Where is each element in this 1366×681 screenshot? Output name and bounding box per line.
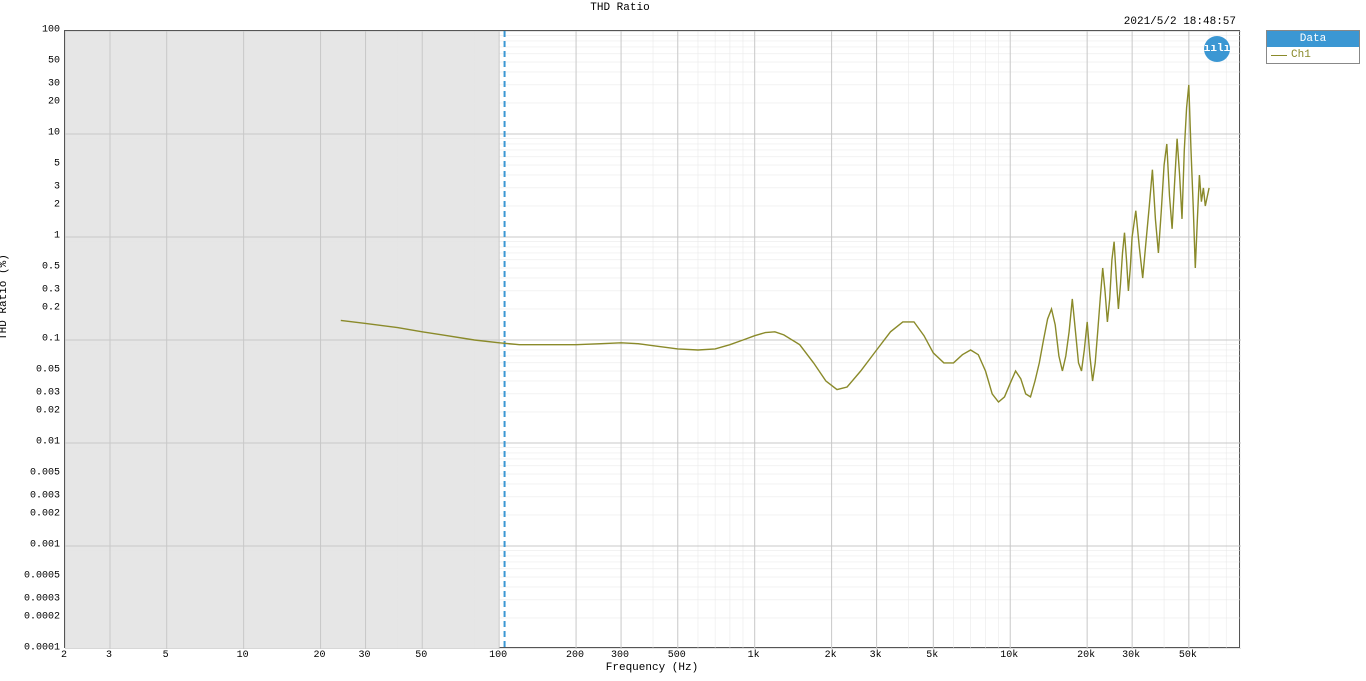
- y-tick: 0.002: [30, 508, 60, 519]
- y-tick: 0.0001: [24, 643, 60, 654]
- y-tick: 0.003: [30, 490, 60, 501]
- y-tick: 0.1: [42, 334, 60, 345]
- y-axis-label: THD Ratio (%): [0, 254, 10, 340]
- x-tick: 1k: [748, 650, 760, 661]
- y-tick: 0.03: [36, 387, 60, 398]
- x-tick: 50: [415, 650, 427, 661]
- x-tick: 3: [106, 650, 112, 661]
- x-tick: 300: [611, 650, 629, 661]
- y-tick: 1: [54, 231, 60, 242]
- chart-title: THD Ratio: [0, 2, 1240, 14]
- y-tick: 50: [48, 56, 60, 67]
- x-axis-label: Frequency (Hz): [64, 662, 1240, 674]
- y-tick: 0.005: [30, 468, 60, 479]
- x-tick: 5k: [926, 650, 938, 661]
- x-tick: 20: [314, 650, 326, 661]
- chart-container: THD Ratio 2021/5/2 18:48:57 THD Ratio (%…: [0, 0, 1366, 681]
- y-tick: 0.2: [42, 302, 60, 313]
- x-tick: 500: [668, 650, 686, 661]
- x-tick: 3k: [870, 650, 882, 661]
- y-tick: 20: [48, 96, 60, 107]
- x-tick: 30: [359, 650, 371, 661]
- x-tick: 5: [163, 650, 169, 661]
- y-tick: 0.02: [36, 405, 60, 416]
- y-tick: 10: [48, 128, 60, 139]
- y-tick: 0.0003: [24, 593, 60, 604]
- y-tick: 30: [48, 78, 60, 89]
- legend-swatch: [1271, 55, 1287, 56]
- legend-label: Ch1: [1291, 49, 1311, 61]
- watermark-icon: ıılı: [1204, 36, 1230, 62]
- y-tick: 0.5: [42, 262, 60, 273]
- legend-header: Data: [1267, 31, 1359, 47]
- y-tick: 2: [54, 199, 60, 210]
- legend-item[interactable]: Ch1: [1267, 47, 1359, 63]
- watermark-text: ıılı: [1204, 43, 1230, 55]
- x-tick: 2k: [825, 650, 837, 661]
- y-tick: 100: [42, 25, 60, 36]
- y-tick: 0.3: [42, 284, 60, 295]
- legend: Data Ch1: [1266, 30, 1360, 64]
- y-tick: 0.001: [30, 540, 60, 551]
- x-tick: 10k: [1000, 650, 1018, 661]
- x-tick: 2: [61, 650, 67, 661]
- y-tick: 0.05: [36, 365, 60, 376]
- plot-area[interactable]: [64, 30, 1240, 648]
- y-tick: 0.0005: [24, 571, 60, 582]
- timestamp: 2021/5/2 18:48:57: [1124, 16, 1236, 28]
- x-tick: 10: [237, 650, 249, 661]
- x-tick: 20k: [1077, 650, 1095, 661]
- y-tick: 0.01: [36, 437, 60, 448]
- y-tick: 5: [54, 159, 60, 170]
- x-tick: 100: [489, 650, 507, 661]
- x-tick: 200: [566, 650, 584, 661]
- y-tick: 0.0002: [24, 611, 60, 622]
- x-tick: 30k: [1122, 650, 1140, 661]
- y-tick: 3: [54, 181, 60, 192]
- plot-svg: [65, 31, 1241, 649]
- x-tick: 50k: [1179, 650, 1197, 661]
